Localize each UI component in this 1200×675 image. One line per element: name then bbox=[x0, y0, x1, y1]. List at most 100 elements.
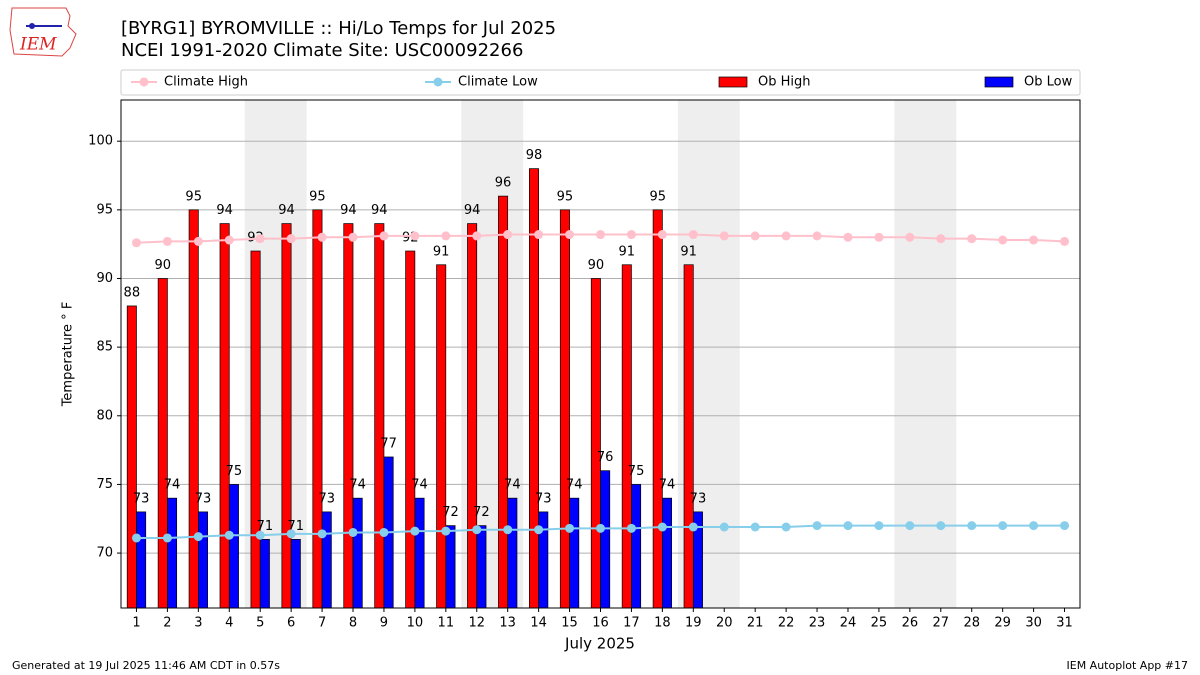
bar bbox=[281, 223, 292, 609]
line-point bbox=[534, 230, 544, 240]
line-point bbox=[255, 234, 265, 244]
x-tick-label: 28 bbox=[963, 616, 980, 631]
line-point bbox=[750, 522, 760, 532]
legend-label: Ob High bbox=[758, 75, 811, 90]
bar bbox=[631, 484, 642, 609]
data-label: 74 bbox=[164, 478, 181, 493]
data-label: 74 bbox=[504, 478, 521, 493]
line-point bbox=[131, 238, 141, 248]
data-label: 72 bbox=[473, 505, 490, 520]
bar bbox=[343, 223, 354, 609]
line-point bbox=[719, 522, 729, 532]
bar bbox=[259, 539, 270, 609]
line-point bbox=[812, 231, 822, 241]
line-point bbox=[162, 533, 172, 543]
line-point bbox=[905, 521, 915, 531]
line-point bbox=[565, 523, 575, 533]
line-point bbox=[998, 521, 1008, 531]
x-axis-label: July 2025 bbox=[564, 635, 635, 653]
data-label: 95 bbox=[649, 189, 666, 204]
weekend-shade bbox=[894, 100, 957, 608]
line-point bbox=[626, 523, 636, 533]
x-tick-label: 29 bbox=[994, 616, 1011, 631]
data-label: 91 bbox=[433, 244, 450, 259]
line-point bbox=[193, 236, 203, 246]
data-label: 77 bbox=[380, 436, 397, 451]
data-label: 95 bbox=[185, 189, 202, 204]
x-tick-label: 19 bbox=[685, 616, 702, 631]
line-point bbox=[410, 231, 420, 241]
line-point bbox=[936, 521, 946, 531]
data-label: 73 bbox=[133, 491, 150, 506]
bar bbox=[498, 195, 509, 609]
bar bbox=[445, 525, 456, 609]
data-label: 91 bbox=[619, 244, 636, 259]
data-label: 73 bbox=[318, 491, 335, 506]
legend-swatch bbox=[984, 76, 1014, 88]
line-point bbox=[688, 230, 698, 240]
legend-label: Climate Low bbox=[458, 75, 538, 90]
line-point bbox=[781, 231, 791, 241]
x-tick-label: 16 bbox=[592, 616, 609, 631]
data-label: 90 bbox=[154, 258, 171, 273]
data-label: 76 bbox=[597, 450, 614, 465]
data-label: 98 bbox=[526, 148, 543, 163]
line-point bbox=[936, 234, 946, 244]
bar bbox=[476, 525, 487, 609]
data-label: 75 bbox=[226, 464, 243, 479]
data-label: 71 bbox=[257, 519, 274, 534]
legend-marker bbox=[433, 77, 443, 87]
line-point bbox=[255, 530, 265, 540]
y-tick-label: 75 bbox=[96, 477, 113, 492]
x-tick-label: 9 bbox=[380, 616, 388, 631]
data-label: 88 bbox=[124, 285, 141, 300]
footer-right: IEM Autoplot App #17 bbox=[1067, 659, 1189, 672]
bar bbox=[136, 511, 147, 609]
line-point bbox=[750, 231, 760, 241]
y-axis-label: Temperature ° F bbox=[61, 302, 76, 408]
chart-subtitle: NCEI 1991-2020 Climate Site: USC00092266 bbox=[121, 40, 523, 61]
x-tick-label: 27 bbox=[933, 616, 950, 631]
x-tick-label: 2 bbox=[163, 616, 171, 631]
x-tick-label: 13 bbox=[499, 616, 516, 631]
line-point bbox=[688, 522, 698, 532]
data-label: 73 bbox=[690, 491, 707, 506]
line-point bbox=[534, 525, 544, 535]
chart-title: [BYRG1] BYROMVILLE :: Hi/Lo Temps for Ju… bbox=[121, 18, 556, 39]
bar bbox=[197, 511, 208, 609]
line-point bbox=[162, 236, 172, 246]
line-point bbox=[224, 530, 234, 540]
line-point bbox=[348, 232, 358, 242]
data-label: 94 bbox=[464, 203, 481, 218]
bar bbox=[157, 278, 168, 609]
bar bbox=[321, 511, 332, 609]
logo-text: IEM bbox=[19, 35, 57, 55]
data-label: 75 bbox=[628, 464, 645, 479]
x-tick-label: 7 bbox=[318, 616, 326, 631]
line-point bbox=[781, 522, 791, 532]
line-point bbox=[224, 235, 234, 245]
line-point bbox=[379, 231, 389, 241]
line-point bbox=[317, 529, 327, 539]
legend-label: Climate High bbox=[164, 75, 248, 90]
x-tick-label: 20 bbox=[716, 616, 733, 631]
data-label: 94 bbox=[371, 203, 388, 218]
x-tick-label: 12 bbox=[468, 616, 485, 631]
line-point bbox=[719, 231, 729, 241]
line-point bbox=[286, 529, 296, 539]
x-tick-label: 8 bbox=[349, 616, 357, 631]
bar bbox=[683, 264, 694, 609]
legend-marker bbox=[139, 77, 149, 87]
line-point bbox=[472, 231, 482, 241]
bar bbox=[405, 250, 416, 609]
line-point bbox=[626, 230, 636, 240]
bar bbox=[507, 497, 518, 609]
x-tick-label: 6 bbox=[287, 616, 295, 631]
bar bbox=[662, 497, 673, 609]
bar bbox=[188, 209, 199, 609]
logo-outline bbox=[9, 7, 77, 57]
y-tick-label: 90 bbox=[96, 271, 113, 286]
bar bbox=[219, 223, 230, 609]
